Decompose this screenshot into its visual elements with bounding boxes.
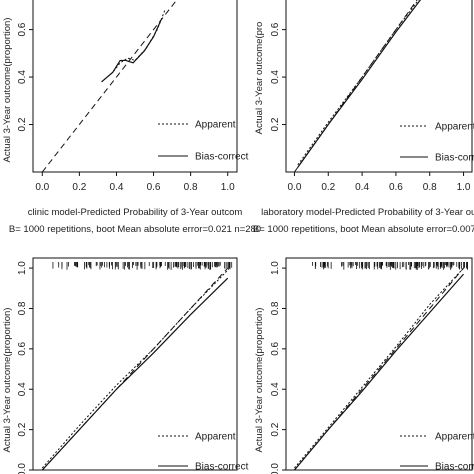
series-line-bias-corrected (101, 19, 162, 83)
rug-marks (52, 262, 233, 270)
y-axis-label: Actual 3-Year outcome(proportion) (2, 308, 13, 453)
y-tick-label: 0.6 (270, 22, 281, 36)
y-tick-label: 0.8 (17, 301, 28, 315)
x-tick-label: 0.0 (35, 182, 49, 193)
y-tick-label: 1.0 (270, 261, 281, 275)
rug-marks (312, 262, 468, 270)
series-line-apparent (101, 10, 166, 83)
legend-entry: Apparent (435, 122, 474, 133)
legend-entry: Bias-correc (435, 462, 474, 473)
y-tick-label: 0.6 (17, 22, 28, 36)
x-tick-label: 1.0 (221, 182, 235, 193)
plot-frame (32, 0, 238, 173)
legend: Apparent Bias-correct (158, 120, 249, 163)
panel-bottom-right: 0.0 0.2 0.4 0.6 0.8 1.0 Actual 3-Year outcome(… (254, 257, 474, 474)
y-tick-label: 0.2 (270, 422, 281, 436)
y-tick-label: 0.6 (17, 341, 28, 355)
legend-entry: Apparent (435, 432, 474, 443)
x-tick-label: 1.0 (457, 182, 471, 193)
series-group (41, 267, 229, 470)
series-group (293, 267, 464, 470)
y-tick-label: 0.6 (270, 341, 281, 355)
legend-entry: Bias-correct (195, 152, 249, 163)
y-tick-label: 0.4 (270, 70, 281, 84)
y-tick-label: 0.8 (270, 301, 281, 315)
x-tick-label: 0.8 (184, 182, 198, 193)
series-line-ideal (41, 0, 177, 172)
y-tick-label: 0.0 (17, 463, 28, 474)
series-group (294, 0, 422, 172)
plot-frame (285, 257, 473, 471)
caption-text: B= 1000 repetitions, boot Mean absolute … (9, 224, 261, 235)
y-axis-label: Actual 3-Year outcome(pro (254, 22, 265, 135)
legend-entry: Apparent (195, 432, 236, 443)
caption-text: B= 1000 repetitions, boot Mean absolute … (253, 224, 474, 235)
x-tick-label: 0.8 (423, 182, 437, 193)
series-line-bias-corrected (297, 0, 422, 168)
x-axis-label: laboratory model-Predicted Probability o… (261, 207, 474, 218)
y-tick-label: 1.0 (17, 261, 28, 275)
x-tick-label: 0.2 (321, 182, 335, 193)
plot-frame (32, 257, 238, 471)
panel-top-right: 0.2 0.4 0.6 0.0 0.2 0.4 0.6 0.8 1.0 Actual 3-Year… (253, 0, 474, 235)
y-tick-label: 0.4 (270, 382, 281, 396)
y-tick-label: 0.2 (17, 422, 28, 436)
series-line-apparent (297, 0, 420, 166)
x-tick-label: 0.6 (147, 182, 161, 193)
legend-entry: Bias-correct (195, 462, 249, 473)
legend-entry: Bias-correc (435, 153, 474, 164)
y-tick-label: 0.4 (17, 70, 28, 84)
x-tick-label: 0.4 (355, 182, 369, 193)
y-tick-label: 0.2 (270, 117, 281, 131)
series-line-apparent (294, 267, 464, 469)
series-line-bias-corrected (293, 273, 464, 470)
panel-top-left: 0.2 0.4 0.6 0.0 0.2 0.4 0.6 0.8 1.0 Actual 3-Year… (2, 0, 261, 235)
x-tick-label: 0.0 (288, 182, 302, 193)
legend: Apparent Bias-correc (400, 432, 474, 473)
x-tick-label: 0.2 (72, 182, 86, 193)
y-axis-label: Actual 3-Year outcome(proportion) (2, 18, 13, 163)
y-tick-label: 0.2 (17, 117, 28, 131)
series-group (41, 0, 177, 172)
y-axis-label: Actual 3-Year outcome(proportion) (254, 308, 265, 453)
y-tick-label: 0.0 (270, 463, 281, 474)
legend: Apparent Bias-correct (158, 432, 249, 473)
legend: Apparent Bias-correc (400, 122, 474, 164)
y-tick-label: 0.4 (17, 382, 28, 396)
series-line-bias-corrected (41, 277, 229, 470)
x-tick-label: 0.4 (110, 182, 124, 193)
legend-entry: Apparent (195, 120, 236, 131)
x-axis-label: clinic model-Predicted Probability of 3-… (28, 207, 243, 218)
series-line-apparent (41, 269, 229, 469)
plot-frame (285, 0, 473, 173)
series-line-ideal (294, 0, 418, 172)
panel-bottom-left: 0.0 0.2 0.4 0.6 0.8 1.0 Actual 3-Year outcome(… (2, 257, 249, 474)
x-tick-label: 0.6 (389, 182, 403, 193)
